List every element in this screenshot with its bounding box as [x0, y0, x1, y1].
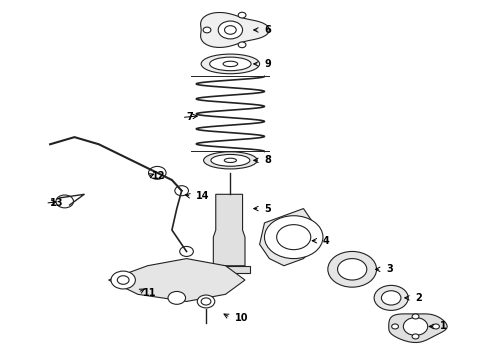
Circle shape — [238, 12, 246, 18]
Polygon shape — [211, 266, 250, 273]
Text: 2: 2 — [416, 293, 422, 303]
Ellipse shape — [203, 152, 257, 169]
Circle shape — [433, 324, 440, 329]
Ellipse shape — [338, 258, 367, 280]
Text: 5: 5 — [265, 203, 271, 213]
Ellipse shape — [328, 251, 376, 287]
Text: 8: 8 — [265, 156, 271, 165]
Polygon shape — [260, 208, 318, 266]
Text: 10: 10 — [235, 312, 249, 323]
Text: 9: 9 — [265, 59, 271, 69]
Ellipse shape — [374, 285, 408, 310]
Circle shape — [117, 276, 129, 284]
Circle shape — [203, 27, 211, 33]
Circle shape — [224, 26, 236, 34]
Polygon shape — [213, 194, 245, 266]
Circle shape — [265, 216, 323, 258]
Ellipse shape — [210, 57, 251, 71]
Text: 6: 6 — [265, 25, 271, 35]
Text: 12: 12 — [152, 171, 166, 181]
Circle shape — [175, 186, 189, 196]
Text: 1: 1 — [440, 321, 447, 332]
Ellipse shape — [224, 158, 237, 162]
Circle shape — [180, 247, 194, 256]
Circle shape — [148, 166, 166, 179]
Polygon shape — [109, 258, 245, 301]
Circle shape — [277, 225, 311, 249]
Polygon shape — [389, 314, 447, 342]
Ellipse shape — [201, 54, 260, 74]
Circle shape — [412, 334, 419, 339]
Text: 4: 4 — [323, 236, 330, 246]
Circle shape — [111, 271, 135, 289]
Polygon shape — [200, 13, 270, 48]
Ellipse shape — [211, 154, 250, 166]
Circle shape — [218, 21, 243, 39]
Circle shape — [201, 298, 211, 305]
Ellipse shape — [381, 291, 401, 305]
Circle shape — [412, 314, 419, 319]
Circle shape — [197, 295, 215, 308]
Text: 7: 7 — [187, 112, 193, 122]
Circle shape — [403, 318, 428, 336]
Text: 14: 14 — [196, 191, 210, 201]
Circle shape — [238, 42, 246, 48]
Ellipse shape — [223, 61, 238, 67]
Text: 13: 13 — [50, 198, 64, 208]
Circle shape — [392, 324, 398, 329]
Text: 3: 3 — [386, 264, 393, 274]
Text: 11: 11 — [143, 288, 156, 297]
Circle shape — [168, 292, 186, 304]
Circle shape — [56, 195, 74, 208]
